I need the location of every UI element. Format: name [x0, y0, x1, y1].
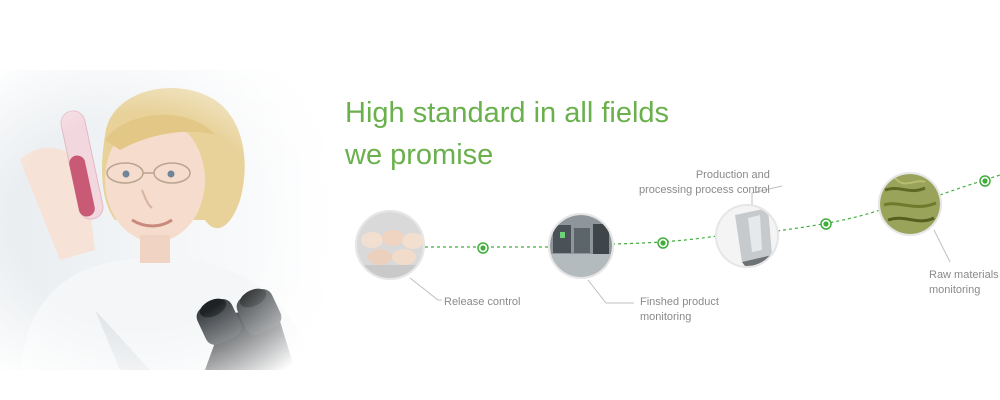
- timeline-dot-icon: [979, 175, 991, 187]
- timeline-dot-icon: [657, 237, 669, 249]
- leader-line: [933, 229, 951, 263]
- funnel-machine-image: [715, 204, 779, 268]
- tea-leaves-image: [878, 172, 942, 236]
- factory-machine-image: [548, 213, 614, 279]
- timeline-dot-icon: [477, 242, 489, 254]
- packaged-food-image: [355, 210, 425, 280]
- leader-line: [409, 277, 442, 301]
- leader-line: [751, 185, 783, 205]
- page-title: High standard in all fields we promise: [345, 92, 669, 176]
- headline-line-1: High standard in all fields: [345, 97, 670, 129]
- step-label-raw-materials-monitoring: Raw materials monitoring: [929, 269, 999, 296]
- step-label-release-control: Release control: [444, 296, 521, 308]
- headline-line-2: we promise: [345, 139, 494, 171]
- step-label-production-process-control: Production and processing process contro…: [639, 169, 770, 196]
- step-label-finished-product-monitoring: Finshed product monitoring: [640, 296, 719, 323]
- scientist-photo: [0, 70, 350, 370]
- leader-line: [587, 279, 634, 304]
- timeline-dot-icon: [820, 218, 832, 230]
